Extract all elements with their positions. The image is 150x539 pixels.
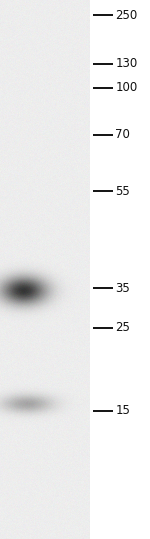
- Text: 15: 15: [116, 404, 130, 417]
- Text: 25: 25: [116, 321, 130, 334]
- Text: 35: 35: [116, 282, 130, 295]
- Text: 100: 100: [116, 81, 138, 94]
- Text: 70: 70: [116, 128, 130, 141]
- Text: 130: 130: [116, 57, 138, 70]
- Text: 250: 250: [116, 9, 138, 22]
- Text: 55: 55: [116, 185, 130, 198]
